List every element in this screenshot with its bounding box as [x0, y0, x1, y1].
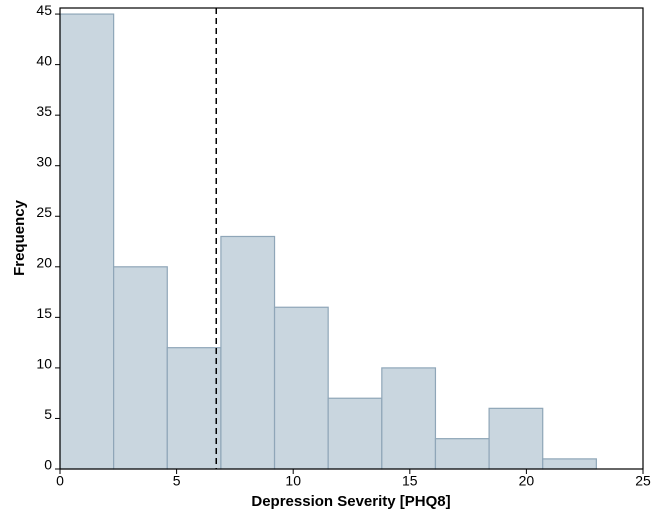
- bar: [488, 407, 544, 470]
- bar: [434, 438, 490, 470]
- y-tick-label: 5: [44, 406, 52, 422]
- x-tick-label: 20: [519, 473, 535, 489]
- x-tick-label: 25: [635, 473, 651, 489]
- y-tick-label: 30: [36, 153, 52, 169]
- y-tick-label: 35: [36, 103, 52, 119]
- x-tick-label: 0: [56, 473, 64, 489]
- bar: [381, 367, 437, 470]
- bar: [542, 458, 597, 470]
- y-axis-title: Frequency: [11, 199, 28, 276]
- y-tick-label: 40: [36, 52, 52, 68]
- bar: [220, 235, 276, 470]
- x-tick-label: 15: [402, 473, 418, 489]
- bar: [113, 266, 168, 470]
- y-tick-label: 15: [36, 305, 52, 321]
- y-tick-label: 25: [36, 204, 52, 220]
- x-tick-label: 5: [173, 473, 181, 489]
- bar: [327, 397, 383, 470]
- y-tick-label: 20: [36, 255, 52, 271]
- bar: [59, 13, 115, 470]
- x-axis-title: Depression Severity [PHQ8]: [251, 493, 450, 510]
- bar: [273, 306, 329, 470]
- plot-frame: [59, 7, 644, 470]
- y-tick-label: 45: [36, 2, 52, 18]
- y-tick-label: 10: [36, 356, 52, 372]
- bar: [166, 347, 222, 470]
- x-tick-label: 10: [285, 473, 301, 489]
- y-tick-label: 0: [44, 457, 52, 473]
